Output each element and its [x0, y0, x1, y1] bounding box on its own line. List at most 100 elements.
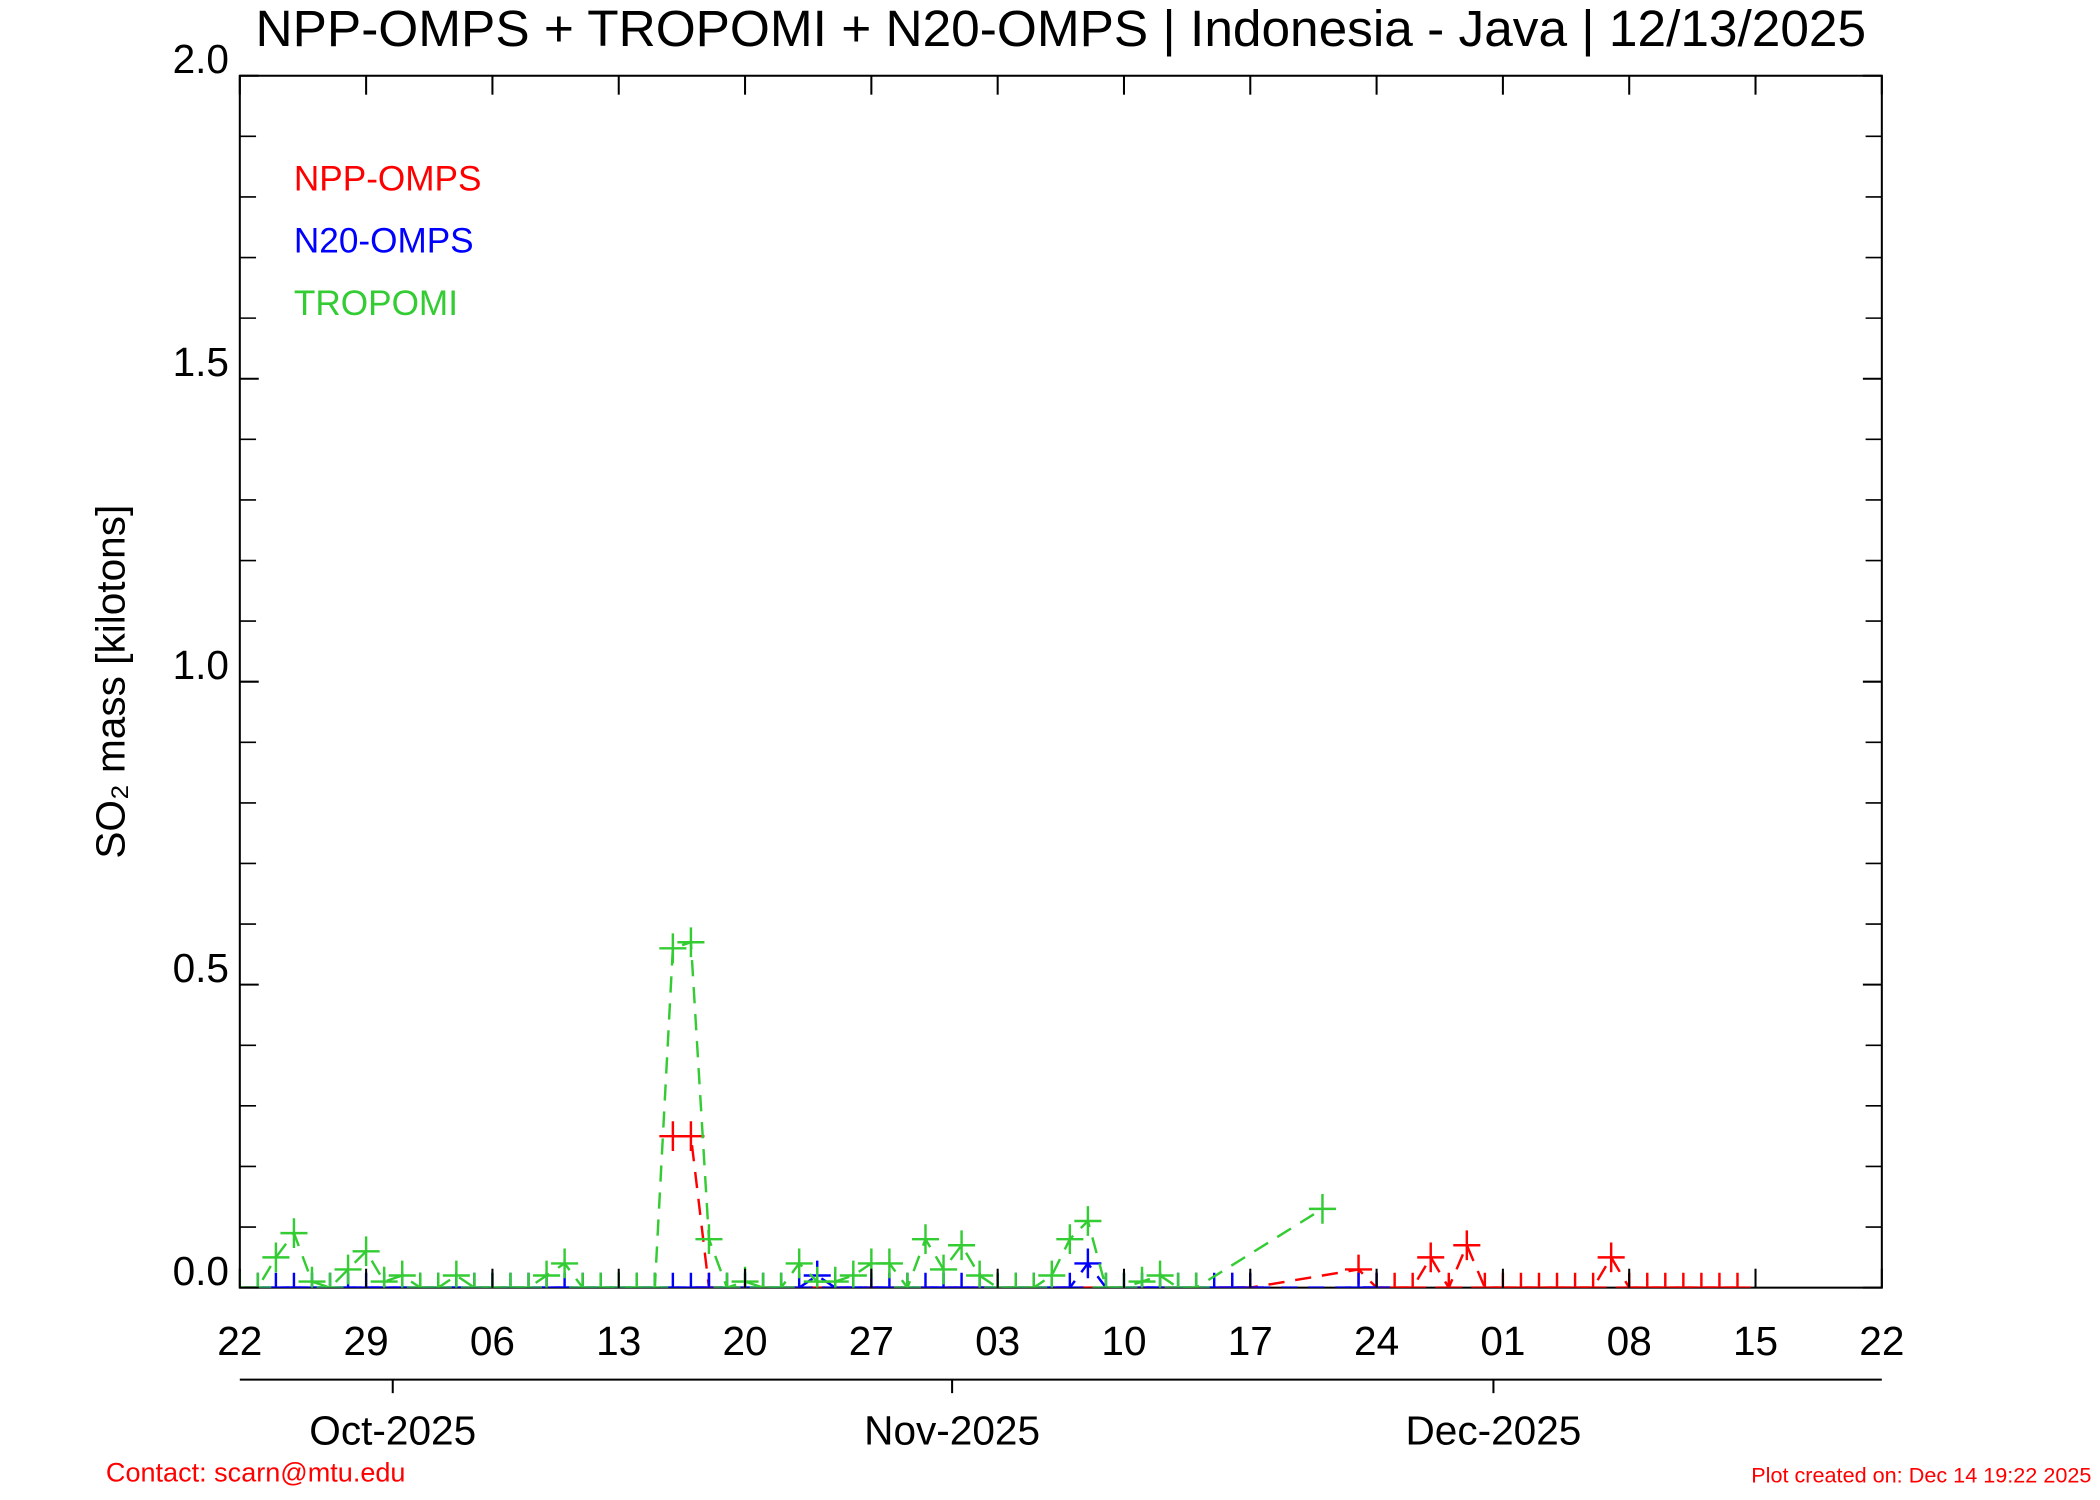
month-tick-label: Nov-2025: [864, 1407, 1040, 1453]
data-marker: [713, 1272, 741, 1288]
data-marker: [749, 1272, 777, 1288]
data-marker: [659, 933, 687, 964]
data-marker: [623, 1272, 651, 1288]
data-marker: [298, 1266, 326, 1288]
data-marker: [695, 1272, 723, 1288]
created-note: Plot created on: Dec 14 19:22 2025: [1751, 1463, 2091, 1488]
data-marker: [785, 1248, 813, 1279]
data-marker: [1074, 1206, 1102, 1236]
data-marker: [641, 1272, 669, 1288]
chart-title: NPP-OMPS + TROPOMI + N20-OMPS | Indonesi…: [256, 0, 1867, 57]
data-marker: [1687, 1272, 1715, 1288]
month-tick-label: Oct-2025: [309, 1407, 476, 1453]
data-marker: [1723, 1272, 1751, 1288]
data-marker: [460, 1272, 488, 1288]
data-marker: [1561, 1272, 1589, 1288]
series-line: [239, 940, 1324, 1288]
data-marker: [1381, 1272, 1409, 1288]
data-marker: [1345, 1272, 1373, 1288]
data-marker: [948, 1272, 976, 1288]
y-tick-label: 1.5: [173, 339, 229, 385]
data-marker: [533, 1260, 561, 1288]
data-marker: [1092, 1272, 1120, 1288]
data-marker: [1669, 1272, 1697, 1288]
data-marker: [551, 1248, 579, 1279]
data-marker: [352, 1236, 380, 1267]
x-tick-label: 10: [1101, 1318, 1146, 1364]
x-tick-label: 01: [1480, 1318, 1525, 1364]
data-marker: [370, 1266, 398, 1288]
contact: Contact: scarn@mtu.edu: [106, 1457, 406, 1487]
data-marker: [1056, 1224, 1084, 1255]
data-marker: [821, 1266, 849, 1288]
data-marker: [1182, 1272, 1210, 1288]
data-marker: [659, 1272, 687, 1288]
data-marker: [930, 1254, 958, 1285]
data-marker: [1308, 1193, 1336, 1224]
data-marker: [1597, 1242, 1625, 1273]
data-marker: [1705, 1272, 1733, 1288]
x-tick-label: 03: [975, 1318, 1020, 1364]
x-tick-label: 24: [1354, 1318, 1399, 1364]
legend-entry: N20-OMPS: [294, 222, 474, 261]
data-marker: [677, 1272, 705, 1288]
plot-frame: [238, 74, 1883, 1289]
x-tick-label: 17: [1228, 1318, 1273, 1364]
data-marker: [569, 1272, 597, 1288]
data-marker: [695, 1224, 723, 1255]
data-marker: [1146, 1260, 1174, 1288]
data-marker: [406, 1272, 434, 1288]
x-tick-label: 22: [1859, 1318, 1904, 1364]
data-marker: [1399, 1272, 1427, 1288]
data-marker: [1020, 1272, 1048, 1288]
x-tick-label: 06: [470, 1318, 515, 1364]
data-marker: [280, 1218, 308, 1248]
data-marker: [1543, 1272, 1571, 1288]
data-marker: [244, 1272, 272, 1288]
data-marker: [1471, 1272, 1499, 1288]
data-marker: [424, 1272, 452, 1288]
data-marker: [1507, 1272, 1535, 1288]
data-marker: [587, 1272, 615, 1288]
month-tick-label: Dec-2025: [1405, 1407, 1581, 1453]
data-marker: [1417, 1242, 1445, 1273]
data-marker: [496, 1272, 524, 1288]
x-tick-label: 22: [217, 1318, 262, 1364]
data-marker: [1435, 1272, 1463, 1288]
data-marker: [677, 927, 705, 958]
data-marker: [1164, 1272, 1192, 1288]
data-marker: [875, 1248, 903, 1279]
legend-entry: NPP-OMPS: [294, 160, 482, 199]
x-tick-label: 15: [1733, 1318, 1778, 1364]
y-axis-label: SO₂ mass [kilotons]: [88, 505, 134, 859]
x-tick-label: 27: [849, 1318, 894, 1364]
data-marker: [388, 1260, 416, 1288]
data-marker: [1525, 1272, 1553, 1288]
data-marker: [1633, 1272, 1661, 1288]
data-marker: [1218, 1272, 1246, 1288]
data-marker: [1038, 1260, 1066, 1288]
data-marker: [1002, 1272, 1030, 1288]
data-marker: [262, 1272, 290, 1288]
y-tick-label: 0.0: [173, 1248, 229, 1294]
data-marker: [334, 1254, 362, 1285]
series-line: [672, 1134, 1738, 1288]
data-marker: [442, 1260, 470, 1288]
y-tick-label: 0.5: [173, 945, 229, 991]
data-marker: [1128, 1266, 1156, 1288]
data-marker: [280, 1272, 308, 1288]
y-tick-label: 1.0: [173, 642, 229, 688]
data-marker: [893, 1272, 921, 1288]
data-marker: [1056, 1272, 1084, 1288]
data-marker: [839, 1260, 867, 1288]
x-tick-label: 13: [596, 1318, 641, 1364]
legend-entry: TROPOMI: [294, 284, 458, 323]
data-marker: [966, 1260, 994, 1288]
data-marker: [316, 1272, 344, 1288]
x-tick-label: 20: [722, 1318, 767, 1364]
data-marker: [767, 1272, 795, 1288]
x-tick-label: 29: [344, 1318, 389, 1364]
y-tick-label: 2.0: [173, 36, 229, 82]
